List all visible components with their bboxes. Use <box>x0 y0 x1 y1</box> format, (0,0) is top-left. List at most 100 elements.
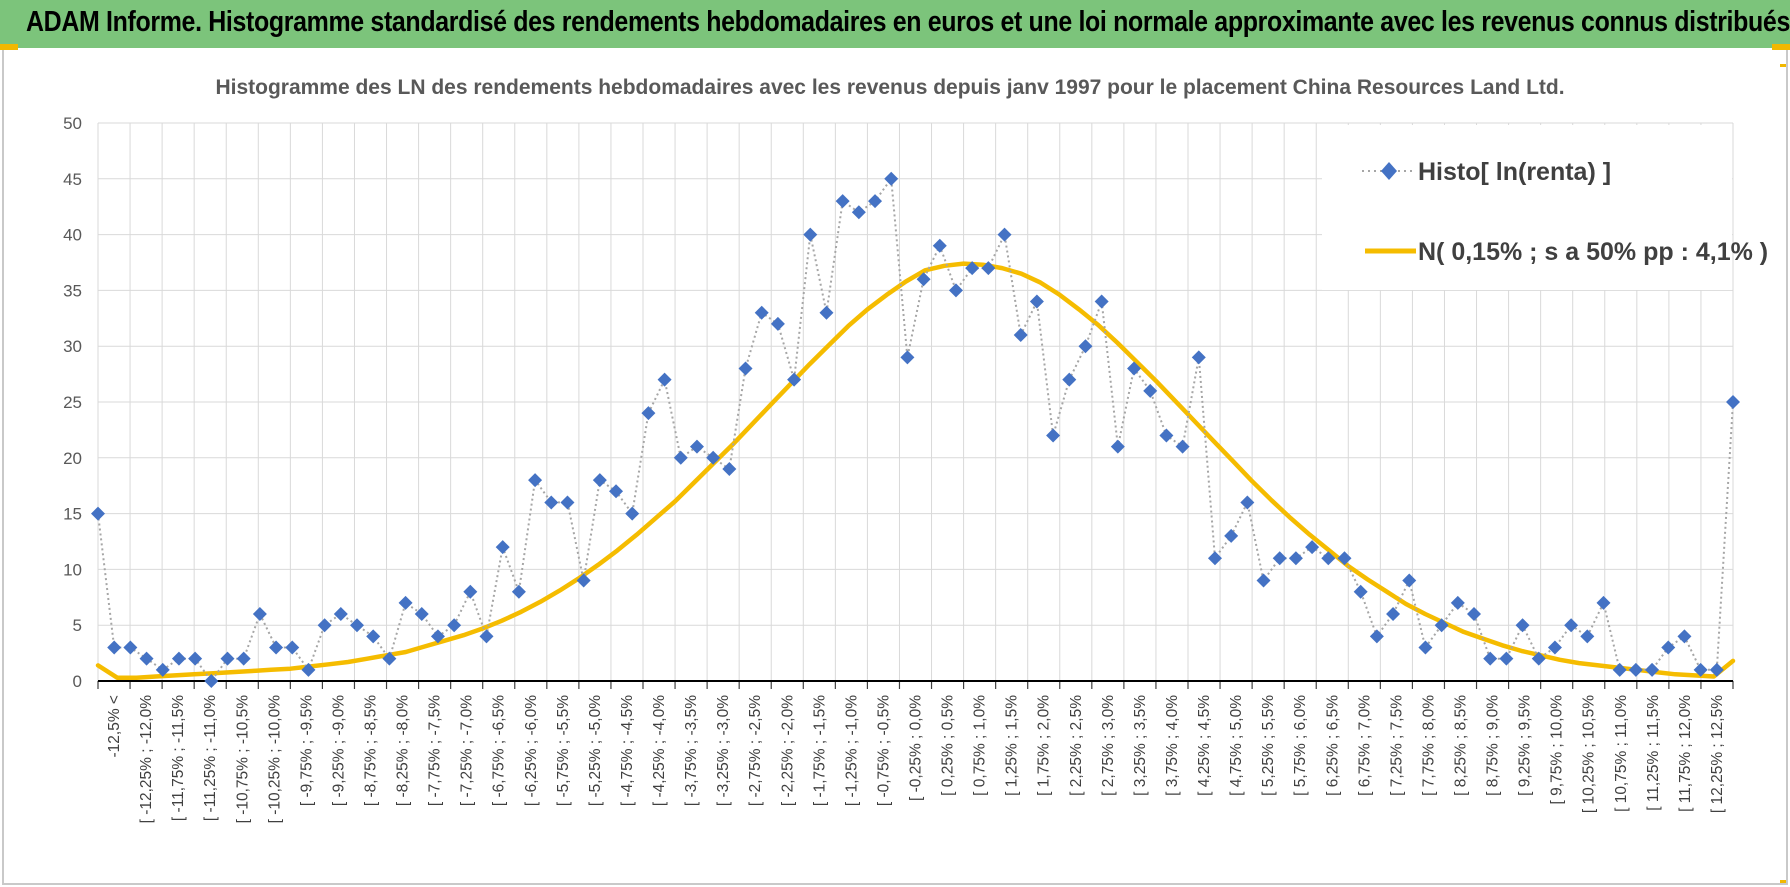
histogram-point <box>447 618 462 633</box>
histogram-point <box>868 194 883 209</box>
histogram-point <box>1305 540 1320 555</box>
chart-grid <box>97 122 1734 681</box>
x-tick-label: [ -11,25% ; -11,0% <box>202 695 219 821</box>
histogram-point <box>1499 651 1514 666</box>
x-tick-label: [ 12,25% ; 12,5% <box>1709 695 1726 813</box>
histogram-point <box>1612 662 1627 677</box>
x-tick-label: [ 11,75% ; 12,0% <box>1677 695 1694 812</box>
histogram-point <box>948 283 963 298</box>
accent-tick-right <box>1780 64 1786 67</box>
histogram-point <box>916 272 931 287</box>
histogram-point <box>107 640 122 655</box>
histogram-point <box>1628 662 1643 677</box>
x-tick-label: [ -2,75% ; -2,5% <box>747 695 764 806</box>
histogram-point <box>625 506 640 521</box>
histogram-point <box>1272 551 1287 566</box>
histogram-point <box>333 607 348 622</box>
histogram-point <box>981 261 996 276</box>
legend-box <box>1322 125 1732 290</box>
histogram-point <box>738 361 753 376</box>
x-tick-label: [ -10,25% ; -10,0% <box>266 695 283 824</box>
histogram-point <box>576 573 591 588</box>
histogram-point <box>511 584 526 599</box>
histogram-point <box>997 227 1012 242</box>
histogram-point <box>479 629 494 644</box>
histogram-point <box>350 618 365 633</box>
histogram-point <box>528 473 543 488</box>
x-tick-label: [ 2,25% ; 2,5% <box>1068 695 1085 796</box>
histogram-point <box>285 640 300 655</box>
x-tick-label: [ -3,25% ; -3,0% <box>715 695 732 806</box>
histogram-point <box>1596 595 1611 610</box>
accent-corner-left <box>0 44 18 50</box>
x-tick-label: [ -3,75% ; -3,5% <box>683 695 700 806</box>
y-tick-label: 20 <box>63 449 82 468</box>
x-tick-label: [ -5,25% ; -5,0% <box>587 695 604 806</box>
histogram-point <box>1418 640 1433 655</box>
histogram-point <box>495 540 510 555</box>
histogram-point <box>1046 428 1061 443</box>
histogram-point <box>1013 328 1028 343</box>
histogram-point <box>1353 584 1368 599</box>
x-tick-label: [ -6,25% ; -6,0% <box>523 695 540 806</box>
histogram-point <box>171 651 186 666</box>
histogram-point <box>1645 662 1660 677</box>
histogram-point <box>1207 551 1222 566</box>
histogram-point <box>1062 372 1077 387</box>
histogram-point <box>430 629 445 644</box>
y-tick-label: 35 <box>63 281 82 300</box>
x-tick-label: [ 8,75% ; 9,0% <box>1485 695 1502 796</box>
histogram-point <box>269 640 284 655</box>
x-tick-label: [ 4,75% ; 5,0% <box>1228 695 1245 796</box>
y-axis: 0 5 10 15 20 25 30 35 40 45 50 <box>63 114 82 691</box>
histogram-point <box>188 651 203 666</box>
x-tick-label: [ 7,25% ; 7,5% <box>1388 695 1405 796</box>
histogram-point <box>657 372 672 387</box>
histogram-point <box>1450 595 1465 610</box>
histogram-point <box>1531 651 1546 666</box>
histogram-point <box>722 461 737 476</box>
histogram-point <box>414 607 429 622</box>
histogram-point <box>463 584 478 599</box>
x-tick-label: [ -1,25% ; -1,0% <box>843 695 860 806</box>
histogram-point <box>1483 651 1498 666</box>
histogram-point <box>641 406 656 421</box>
histogram-point <box>900 350 915 365</box>
accent-corner-right <box>1772 44 1790 50</box>
chart-legend: Histo[ ln(renta) ] N( 0,15% ; s a 50% pp… <box>1322 125 1768 290</box>
histogram-point <box>236 651 251 666</box>
x-tick-label: [ -0,25% ; 0,0% <box>908 695 925 801</box>
histogram-point <box>1677 629 1692 644</box>
y-tick-label: 50 <box>63 114 82 133</box>
histogram-point <box>1029 294 1044 309</box>
histogram-point <box>1434 618 1449 633</box>
histogram-point <box>1175 439 1190 454</box>
x-tick-label: [ 1,25% ; 1,5% <box>1004 695 1021 796</box>
histogram-point <box>835 194 850 209</box>
x-tick-label: [ 6,75% ; 7,0% <box>1356 695 1373 796</box>
histogram-point <box>1726 395 1740 409</box>
histogram-point <box>1143 383 1158 398</box>
y-tick-label: 15 <box>63 505 82 524</box>
histogram-point <box>787 372 802 387</box>
x-tick-label: [ -6,75% ; -6,5% <box>491 695 508 806</box>
x-tick-label: [ 4,25% ; 4,5% <box>1196 695 1213 796</box>
y-tick-label: 10 <box>63 560 82 579</box>
x-tick-label: -12,5% < <box>106 695 123 757</box>
x-tick-label: [ 9,25% ; 9,5% <box>1517 695 1534 796</box>
histogram-point <box>1337 551 1352 566</box>
histogram-point <box>91 506 105 521</box>
x-tick-label: [ -9,75% ; -9,5% <box>298 695 315 806</box>
histogram-point <box>1709 662 1724 677</box>
legend-histo-marker <box>1381 162 1397 180</box>
x-tick-label: [ -5,75% ; -5,5% <box>555 695 572 806</box>
histogram-point <box>770 316 785 331</box>
legend-histo-label: Histo[ ln(renta) ] <box>1418 158 1611 186</box>
histogram-point <box>1547 640 1562 655</box>
y-tick-label: 45 <box>63 170 82 189</box>
y-tick-label: 40 <box>63 226 82 245</box>
normal-curve-line <box>95 261 1736 680</box>
histogram-point <box>1580 629 1595 644</box>
normal-curve-series <box>95 261 1736 680</box>
histogram-point <box>1661 640 1676 655</box>
